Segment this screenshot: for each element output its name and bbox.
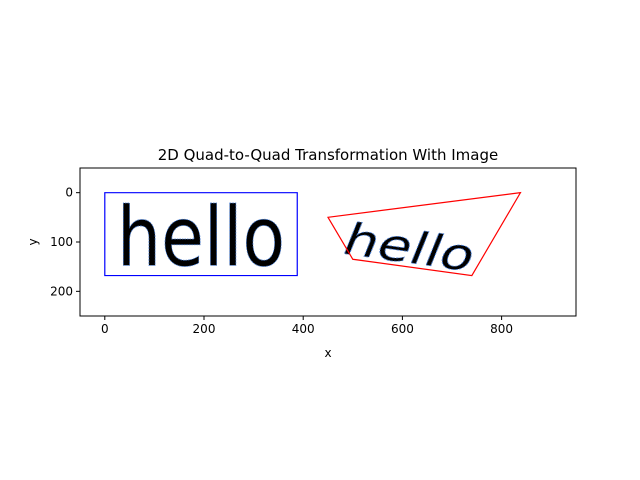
x-tick-label: 0: [101, 322, 109, 336]
x-tick-label: 800: [490, 322, 513, 336]
x-tick-label: 200: [193, 322, 216, 336]
chart-title: 2D Quad-to-Quad Transformation With Imag…: [158, 146, 499, 164]
x-tick-label: 600: [391, 322, 414, 336]
series-layer: [104, 191, 522, 277]
source-hello-image: hello: [117, 191, 285, 286]
y-axis-ticks: 0 100 200: [50, 186, 80, 298]
y-tick-label: 200: [50, 284, 73, 298]
source-rectangle: [104, 192, 298, 277]
y-axis-label: y: [26, 238, 40, 245]
x-tick-label: 400: [292, 322, 315, 336]
x-axis-ticks: 0 200 400 600 800: [101, 316, 513, 336]
y-tick-label: 100: [50, 235, 73, 249]
x-axis-label: x: [324, 346, 331, 360]
destination-quadrilateral: [327, 191, 522, 277]
y-tick-label: 0: [65, 186, 73, 200]
